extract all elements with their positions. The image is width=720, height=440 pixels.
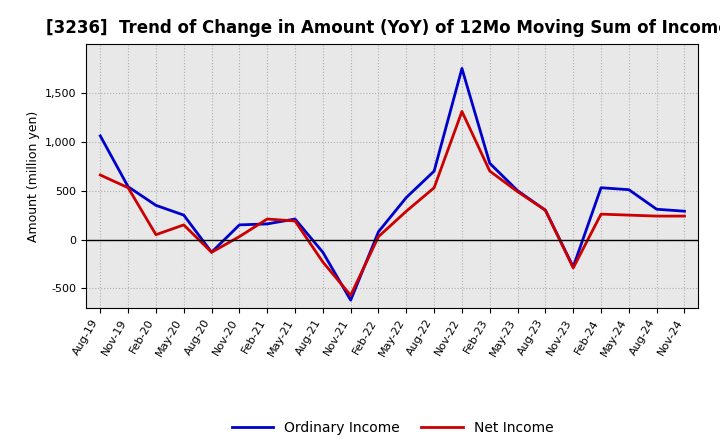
Net Income bbox=[402, 209, 410, 214]
Net Income bbox=[680, 213, 689, 219]
Net Income bbox=[346, 293, 355, 298]
Ordinary Income bbox=[179, 213, 188, 218]
Ordinary Income bbox=[152, 203, 161, 208]
Ordinary Income bbox=[569, 264, 577, 270]
Legend: Ordinary Income, Net Income: Ordinary Income, Net Income bbox=[226, 415, 559, 440]
Net Income bbox=[458, 109, 467, 114]
Ordinary Income bbox=[597, 185, 606, 191]
Ordinary Income bbox=[124, 184, 132, 189]
Line: Net Income: Net Income bbox=[100, 111, 685, 295]
Ordinary Income bbox=[430, 169, 438, 174]
Net Income bbox=[263, 216, 271, 222]
Net Income bbox=[569, 265, 577, 271]
Line: Ordinary Income: Ordinary Income bbox=[100, 69, 685, 300]
Ordinary Income bbox=[346, 297, 355, 303]
Ordinary Income bbox=[235, 222, 243, 227]
Net Income bbox=[207, 249, 216, 255]
Ordinary Income bbox=[485, 161, 494, 166]
Net Income bbox=[541, 208, 550, 213]
Ordinary Income bbox=[96, 133, 104, 139]
Ordinary Income bbox=[318, 249, 327, 255]
Title: [3236]  Trend of Change in Amount (YoY) of 12Mo Moving Sum of Incomes: [3236] Trend of Change in Amount (YoY) o… bbox=[45, 19, 720, 37]
Net Income bbox=[152, 232, 161, 237]
Ordinary Income bbox=[374, 229, 383, 235]
Net Income bbox=[513, 189, 522, 194]
Ordinary Income bbox=[541, 208, 550, 213]
Net Income bbox=[624, 213, 633, 218]
Ordinary Income bbox=[207, 249, 216, 255]
Net Income bbox=[430, 185, 438, 191]
Net Income bbox=[597, 212, 606, 217]
Ordinary Income bbox=[652, 207, 661, 212]
Ordinary Income bbox=[513, 188, 522, 193]
Ordinary Income bbox=[263, 221, 271, 227]
Net Income bbox=[179, 222, 188, 227]
Net Income bbox=[291, 218, 300, 224]
Ordinary Income bbox=[458, 66, 467, 71]
Net Income bbox=[96, 172, 104, 178]
Net Income bbox=[374, 234, 383, 239]
Ordinary Income bbox=[402, 195, 410, 200]
Net Income bbox=[124, 185, 132, 191]
Net Income bbox=[235, 234, 243, 239]
Ordinary Income bbox=[680, 209, 689, 214]
Net Income bbox=[652, 213, 661, 219]
Ordinary Income bbox=[624, 187, 633, 192]
Net Income bbox=[485, 169, 494, 174]
Ordinary Income bbox=[291, 216, 300, 222]
Net Income bbox=[318, 260, 327, 265]
Y-axis label: Amount (million yen): Amount (million yen) bbox=[27, 110, 40, 242]
